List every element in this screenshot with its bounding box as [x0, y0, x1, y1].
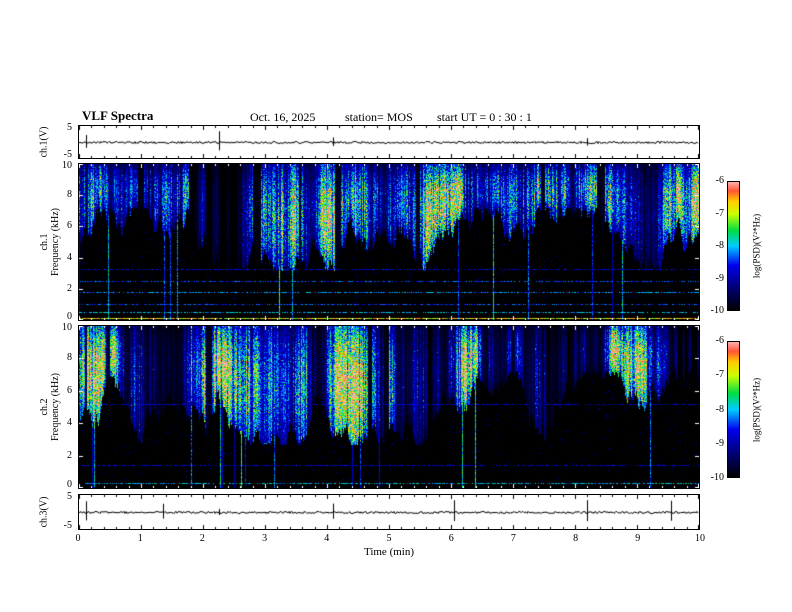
x-tick-label: 5 — [386, 533, 392, 544]
ch1-waveform-panel — [78, 125, 700, 159]
ch1-frequency-axis-label: ch.1 Frequency (kHz) — [39, 208, 61, 276]
y-tick-label-ch2-spec: 0 — [67, 479, 72, 490]
x-tick-label: 3 — [262, 533, 268, 544]
colorbar-axis-label: log(PSD)(V²*Hz) — [751, 377, 762, 442]
x-tick-label: 8 — [573, 533, 579, 544]
y-tick-label-ch1-spec: 0 — [67, 311, 72, 322]
colorbar-tick-label: -9 — [715, 272, 724, 284]
ch3-waveform-canvas — [79, 495, 699, 529]
ch2-frequency-axis-label: ch.2 Frequency (kHz) — [39, 373, 61, 441]
colorbar-tick-label: -8 — [715, 240, 724, 251]
y-tick-label-ch1-spec: 2 — [67, 283, 72, 295]
colorbar-tick-label: -7 — [715, 207, 724, 219]
colorbar-tick-label: -10 — [710, 305, 724, 316]
y-tick-label-ch3-wave: -5 — [63, 520, 72, 531]
colorbar-tick-label: -8 — [715, 403, 724, 415]
figure-date: Oct. 16, 2025 — [250, 110, 316, 124]
ch1-spectrogram-canvas — [79, 164, 699, 320]
ch2-spectrogram-panel — [78, 325, 700, 489]
ch1-colorbar — [727, 181, 740, 311]
ch1-axis-channel-text: ch.1 — [39, 233, 50, 251]
colorbar-tick-label: -6 — [715, 335, 724, 346]
y-tick-label-ch3-wave: 5 — [67, 491, 72, 502]
ch1-spectrogram-panel — [78, 163, 700, 321]
x-tick-label: 10 — [695, 533, 705, 544]
y-tick-label-ch2-spec: 6 — [67, 384, 72, 396]
y-tick-label-ch1-wave: 5 — [67, 122, 72, 133]
ch3-voltage-axis-label: ch.3(V) — [39, 497, 50, 528]
figure-title: VLF Spectra — [82, 108, 154, 123]
colorbar-tick-label: -7 — [715, 369, 724, 381]
x-tick-label: 9 — [635, 533, 641, 544]
ch1-voltage-axis-text: ch.1(V) — [38, 126, 50, 158]
y-tick-label-ch1-wave: -5 — [63, 149, 72, 160]
y-tick-label-ch1-spec: 6 — [67, 220, 72, 232]
colorbar-axis-label: log(PSD)(V²*Hz) — [751, 213, 762, 279]
y-tick-label-ch2-spec: 10 — [62, 322, 72, 333]
x-tick-label: 1 — [137, 533, 143, 544]
x-tick-label: 7 — [510, 533, 516, 544]
ch2-spectrogram-canvas — [79, 326, 699, 488]
ch3-voltage-axis-text: ch.3(V) — [38, 496, 50, 528]
y-tick-label-ch2-spec: 4 — [67, 417, 72, 429]
ch2-axis-channel-text: ch.2 — [39, 398, 50, 416]
colorbar-tick-label: -10 — [710, 472, 724, 483]
ch1-voltage-axis-label: ch.1(V) — [39, 127, 50, 158]
colorbar-tick-label: -9 — [715, 437, 724, 449]
x-tick-label: 6 — [448, 533, 454, 544]
ch1-axis-frequency-text: Frequency (kHz) — [50, 207, 61, 277]
ch2-axis-frequency-text: Frequency (kHz) — [50, 372, 61, 442]
station-label: station= MOS — [345, 110, 413, 124]
y-tick-label-ch1-spec: 8 — [67, 188, 72, 200]
start-ut-label: start UT = 0 : 30 : 1 — [437, 110, 532, 124]
x-tick-label: 0 — [75, 533, 81, 544]
y-tick-label-ch1-spec: 4 — [67, 251, 72, 263]
y-tick-label-ch2-spec: 8 — [67, 351, 72, 363]
x-tick-label: 2 — [199, 533, 205, 544]
ch2-colorbar — [727, 341, 740, 478]
y-tick-label-ch2-spec: 2 — [67, 450, 72, 462]
time-axis-title: Time (min) — [363, 546, 415, 558]
x-tick-label: 4 — [324, 533, 330, 544]
colorbar-tick-label: -6 — [715, 175, 724, 186]
y-tick-label-ch1-spec: 10 — [62, 160, 72, 171]
ch3-waveform-panel — [78, 494, 700, 530]
ch1-waveform-canvas — [79, 126, 699, 158]
